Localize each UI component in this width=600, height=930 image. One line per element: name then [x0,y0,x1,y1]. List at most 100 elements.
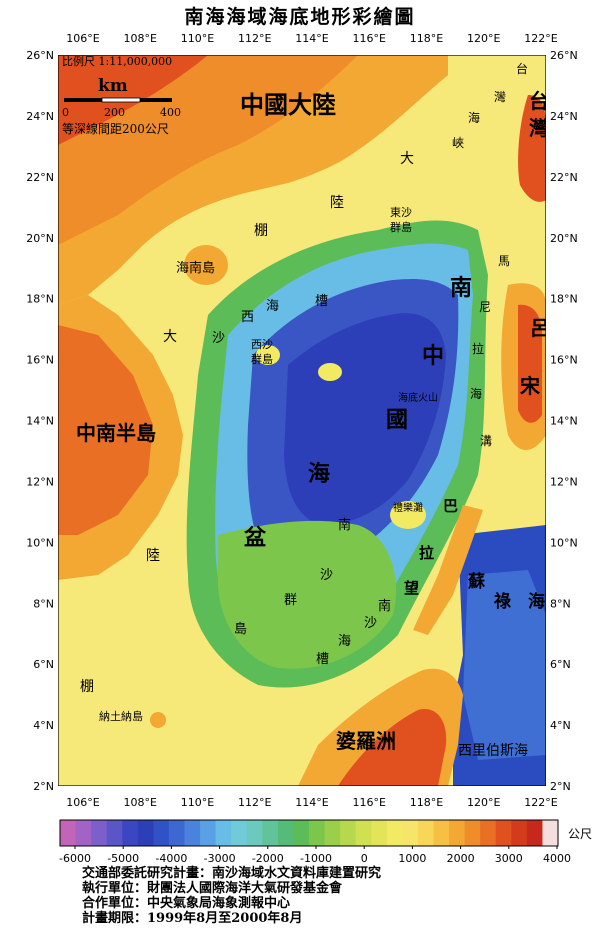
label-sulu-sea-1: 蘇 [467,571,485,592]
luzon-mountains [518,304,542,423]
x-tick-label: 112°E [238,796,271,809]
label-borneo: 婆羅洲 [336,729,396,753]
y-tick-label: 18°N [26,293,54,306]
x-tick-label: 116°E [353,796,386,809]
label-taiwan-strait-3: 海 [468,110,480,125]
y-tick-label: 8°N [550,597,571,610]
x-tick-label: 118°E [410,796,443,809]
liyue-bank-shoal [390,501,426,529]
label-sulu-sea-2: 祿 [493,591,511,612]
y-tick-label: 26°N [26,49,54,62]
bathymetry-map: 比例尺 1:11,000,000 km 0 200 400 等深線間距200公尺… [57,54,550,787]
borneo-mountains [338,709,447,786]
label-xisha-trough-1: 西 [241,310,254,325]
y-tick-label: 14°N [550,415,578,428]
x-tick-label: 110°E [181,796,214,809]
x-tick-label: 112°E [238,32,271,45]
x-tick-label: 122°E [524,796,557,809]
x-tick-label: 106°E [66,796,99,809]
colorbar-swatch [417,820,434,846]
colorbar-tick-label: 4000 [543,852,571,865]
natuna-island [150,712,166,728]
label-shelf-south-2: 陸 [146,548,160,564]
colorbar-swatch [402,820,419,846]
label-shelf-north-2: 陸 [330,195,344,211]
colorbar-swatch [433,820,450,846]
label-basin-4: 海 [308,461,330,487]
label-nansha-4: 島 [234,622,247,637]
label-hainan: 海南島 [176,260,215,276]
label-xisha-trough-3: 海 [266,299,279,314]
colorbar-swatch [200,820,217,846]
colorbar-swatch [231,820,248,846]
footer-line-1: 交通部委託研究計畫：南沙海域水文資料庫建置研究 [82,866,382,881]
colorbar-swatch [184,820,201,846]
label-palawan-2: 拉 [419,544,434,562]
label-natuna: 納土納島 [99,709,143,723]
colorbar-swatch [355,820,372,846]
label-palawan-3: 望 [404,579,419,597]
colorbar-tick-label: -6000 [59,852,91,865]
colorbar-swatch [340,820,357,846]
colorbar-tick-label: -1000 [300,852,332,865]
scale-tick-0: 0 [62,106,69,119]
colorbar-swatch [246,820,263,846]
label-shelf-south-3: 棚 [80,679,94,695]
label-taiwan-2: 灣 [529,116,546,140]
colorbar-unit: 公尺 [568,827,592,841]
x-tick-label: 114°E [295,32,328,45]
label-xisha-1: 西沙 [251,338,273,351]
palawan-island [413,505,483,635]
label-liyue-bank: 禮樂灘 [393,501,423,514]
label-palawan-1: 巴 [443,497,458,515]
x-tick-label: 108°E [124,32,157,45]
y-tick-label: 22°N [26,171,54,184]
y-tick-label: 14°N [26,415,54,428]
nansha-platform [217,520,397,669]
sulu-sea-deep [463,570,546,760]
colorbar-swatch [262,820,279,846]
colorbar-tick-label: 0 [361,852,368,865]
label-basin-1: 南 [450,275,472,301]
label-shelf-south-1: 大 [163,329,177,345]
colorbar-swatch [449,820,466,846]
y-tick-label: 4°N [550,719,571,732]
x-tick-label: 120°E [467,32,500,45]
x-tick-label: 110°E [181,32,214,45]
y-tick-label: 12°N [26,475,54,488]
label-luzon-2: 宋 [520,374,540,398]
colorbar-tick-label: -5000 [107,852,139,865]
reef-patch [318,363,342,381]
label-dongsha-1: 東沙 [390,206,412,219]
colorbar-tick-label: 1000 [398,852,426,865]
label-shelf-north-3: 棚 [254,223,268,239]
label-xisha-2: 群島 [251,352,273,366]
label-nansha-3: 群 [284,593,297,608]
label-basin-3: 國 [386,407,408,433]
label-indochina: 中南半島 [76,421,156,445]
colorbar-swatch [106,820,123,846]
colorbar-tick-label: -3000 [204,852,236,865]
label-taiwan-strait-1: 台 [516,61,528,76]
colorbar-swatch [75,820,92,846]
x-tick-label: 108°E [124,796,157,809]
y-tick-label: 20°N [550,232,578,245]
y-tick-label: 16°N [550,354,578,367]
label-sulu-sea-3: 海 [528,591,545,612]
label-luzon-1: 呂 [530,316,546,340]
label-manila-trench-5: 溝 [480,434,492,448]
colorbar-swatch [153,820,170,846]
y-tick-label: 20°N [26,232,54,245]
y-tick-label: 8°N [33,597,54,610]
scale-bar-segment-1 [64,98,102,102]
colorbar-tick-label: 3000 [495,852,523,865]
label-seamount: 海底火山 [398,391,438,404]
y-tick-label: 6°N [33,658,54,671]
footer-line-3: 合作單位：中央氣象局海象測報中心 [82,896,291,911]
label-shelf-north-1: 大 [400,151,414,167]
colorbar-tick-label: -4000 [155,852,187,865]
label-manila-trench-2: 尼 [479,300,491,314]
x-tick-label: 122°E [524,32,557,45]
y-tick-label: 10°N [26,536,54,549]
map-title: 南海海域海底地形彩繪圖 [184,6,416,28]
